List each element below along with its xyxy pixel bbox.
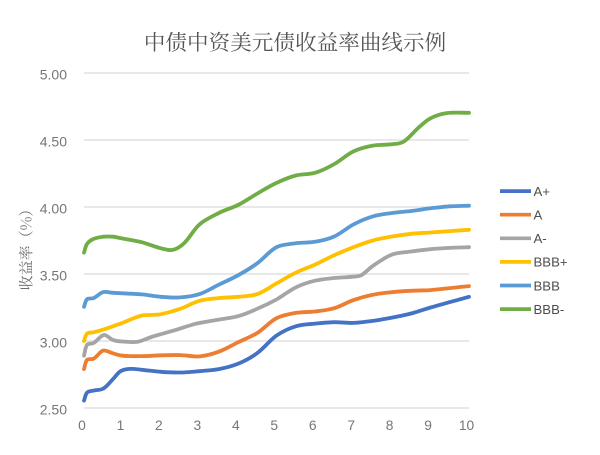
svg-text:4.50: 4.50: [40, 134, 67, 150]
svg-text:3.50: 3.50: [40, 268, 67, 284]
svg-text:5: 5: [270, 418, 278, 433]
svg-text:BBB: BBB: [534, 278, 561, 293]
svg-text:3: 3: [194, 418, 202, 433]
svg-text:4.00: 4.00: [40, 201, 67, 217]
svg-text:BBB-: BBB-: [534, 302, 565, 317]
svg-text:2: 2: [155, 418, 163, 433]
svg-text:10: 10: [459, 418, 475, 433]
svg-text:8: 8: [386, 418, 394, 433]
svg-text:A+: A+: [534, 184, 551, 199]
svg-text:7: 7: [347, 418, 355, 433]
svg-text:6: 6: [309, 418, 317, 433]
svg-text:A-: A-: [534, 231, 547, 246]
svg-text:1: 1: [117, 418, 125, 433]
svg-text:2.50: 2.50: [40, 402, 67, 418]
svg-text:0: 0: [78, 418, 86, 433]
svg-text:5.00: 5.00: [40, 67, 67, 83]
svg-text:9: 9: [424, 418, 432, 433]
svg-text:A: A: [534, 208, 543, 223]
svg-text:3.00: 3.00: [40, 335, 67, 351]
svg-text:BBB+: BBB+: [534, 255, 568, 270]
svg-text:4: 4: [232, 418, 240, 433]
